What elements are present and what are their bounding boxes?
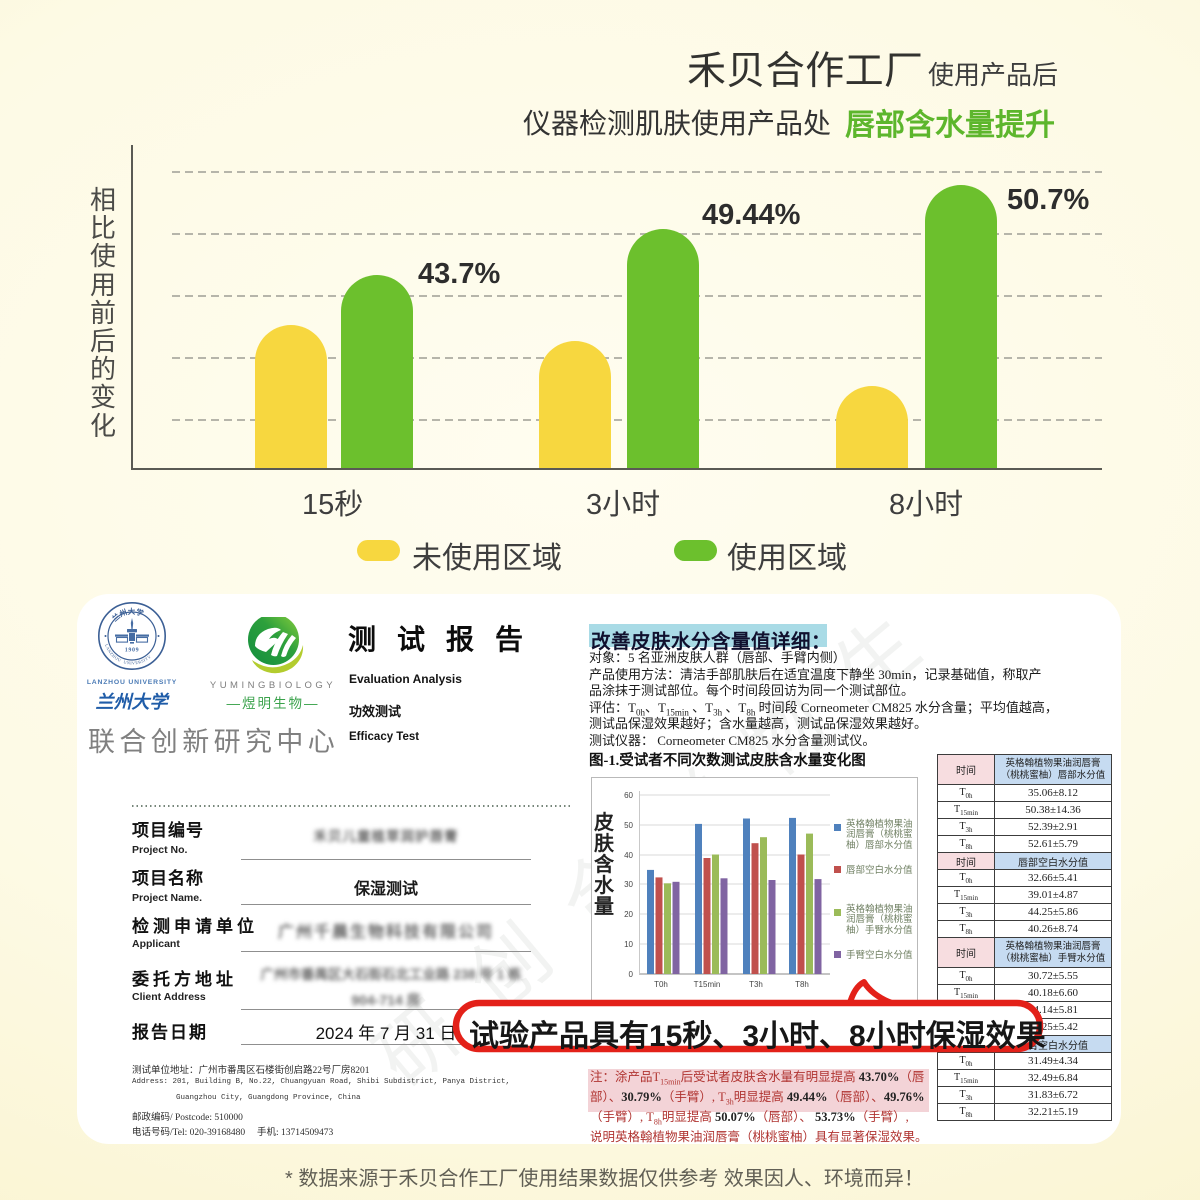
svg-text:水: 水 xyxy=(594,874,615,897)
svg-text:量: 量 xyxy=(594,895,614,918)
svg-text:10: 10 xyxy=(624,940,633,949)
svg-text:T8h: T8h xyxy=(795,980,809,989)
svg-text:60: 60 xyxy=(624,791,633,800)
svg-text:30: 30 xyxy=(624,880,633,889)
svg-text:含: 含 xyxy=(594,852,615,876)
svg-text:皮: 皮 xyxy=(594,810,614,834)
svg-text:T3h: T3h xyxy=(749,980,763,989)
svg-text:兰州大学: 兰州大学 xyxy=(110,606,146,623)
svg-text:T15min: T15min xyxy=(694,980,721,989)
svg-text:20: 20 xyxy=(624,910,633,919)
svg-text:肤: 肤 xyxy=(594,831,615,855)
svg-text:T0h: T0h xyxy=(654,980,668,989)
svg-text:0: 0 xyxy=(629,970,634,979)
svg-text:1909: 1909 xyxy=(125,648,139,654)
svg-text:50: 50 xyxy=(624,821,633,830)
svg-text:40: 40 xyxy=(624,851,633,860)
